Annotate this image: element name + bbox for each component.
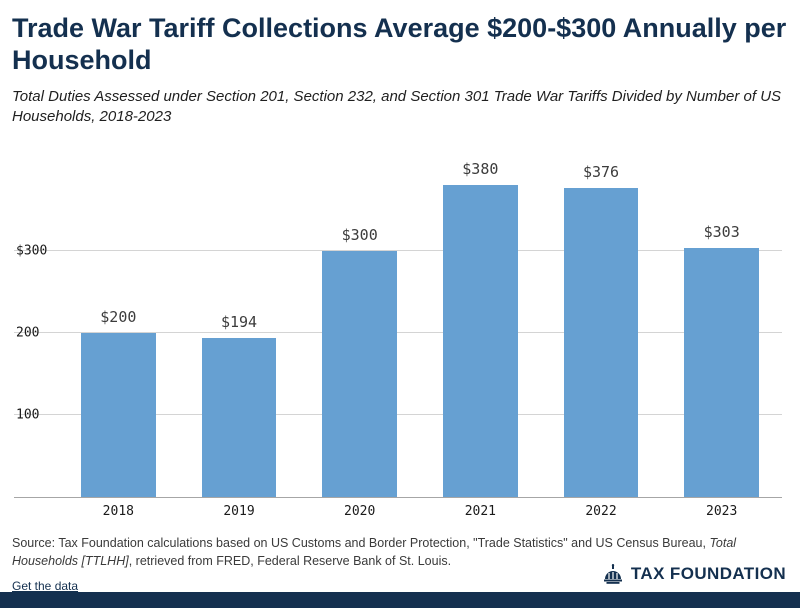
gridline-300 — [14, 250, 782, 252]
x-axis-label-2021: 2021 — [464, 504, 496, 520]
bar-value-label-2021: $380 — [462, 160, 499, 179]
bar-column-2020: $300 — [299, 153, 420, 498]
get-the-data-link[interactable]: Get the data — [12, 579, 79, 594]
bar-2020 — [322, 251, 398, 498]
x-axis-label-2020: 2020 — [344, 504, 376, 520]
x-axis-label-2022: 2022 — [585, 504, 617, 520]
bar-value-label-2020: $300 — [341, 226, 378, 245]
x-axis-label-2018: 2018 — [102, 504, 134, 520]
bar-2022 — [563, 188, 639, 498]
bar-value-label-2019: $194 — [220, 313, 258, 332]
bar-column-2021: $380 — [420, 153, 541, 498]
bar-2018 — [80, 333, 156, 498]
bar-2019 — [201, 338, 277, 498]
x-axis-label-2019: 2019 — [223, 504, 255, 520]
y-axis-tick-label-100: 100 — [16, 407, 40, 423]
bar-group: $200 $194 $300 $380 $376 $303 — [58, 153, 782, 498]
tax-foundation-logo: TAX FOUNDATION — [602, 563, 786, 585]
bar-2021 — [442, 185, 518, 498]
bar-column-2023: $303 — [661, 153, 782, 498]
bar-2023 — [684, 248, 760, 498]
bar-value-label-2018: $200 — [100, 308, 137, 327]
source-text-part2: , retrieved from FRED, Federal Reserve B… — [128, 553, 452, 568]
capitol-dome-icon — [602, 563, 624, 585]
source-text-part1: Source: Tax Foundation calculations base… — [12, 536, 710, 551]
source-text-italic: Total Households [TTLHH] — [12, 536, 737, 568]
x-axis-label-2023: 2023 — [706, 504, 738, 520]
chart-title: Trade War Tariff Collections Average $20… — [12, 13, 787, 76]
bar-column-2019: $194 — [179, 153, 300, 498]
x-axis-labels: 2018 2019 2020 2021 2022 2023 — [58, 504, 782, 519]
chart-subtitle: Total Duties Assessed under Section 201,… — [12, 87, 782, 126]
bar-column-2018: $200 — [58, 153, 179, 498]
bar-chart-plot-area: $200 $194 $300 $380 $376 $303 $300 200 100 — [14, 153, 782, 499]
footer-bar — [0, 592, 800, 608]
logo-text: TAX FOUNDATION — [630, 564, 786, 583]
bar-column-2022: $376 — [541, 153, 662, 498]
gridline-100 — [14, 414, 782, 416]
bar-value-label-2022: $376 — [582, 163, 620, 182]
bar-value-label-2023: $303 — [703, 223, 740, 242]
source-note: Source: Tax Foundation calculations base… — [12, 535, 788, 570]
y-axis-tick-label-300: $300 — [16, 243, 48, 259]
y-axis-tick-label-200: 200 — [16, 325, 40, 341]
gridline-200 — [14, 332, 782, 334]
